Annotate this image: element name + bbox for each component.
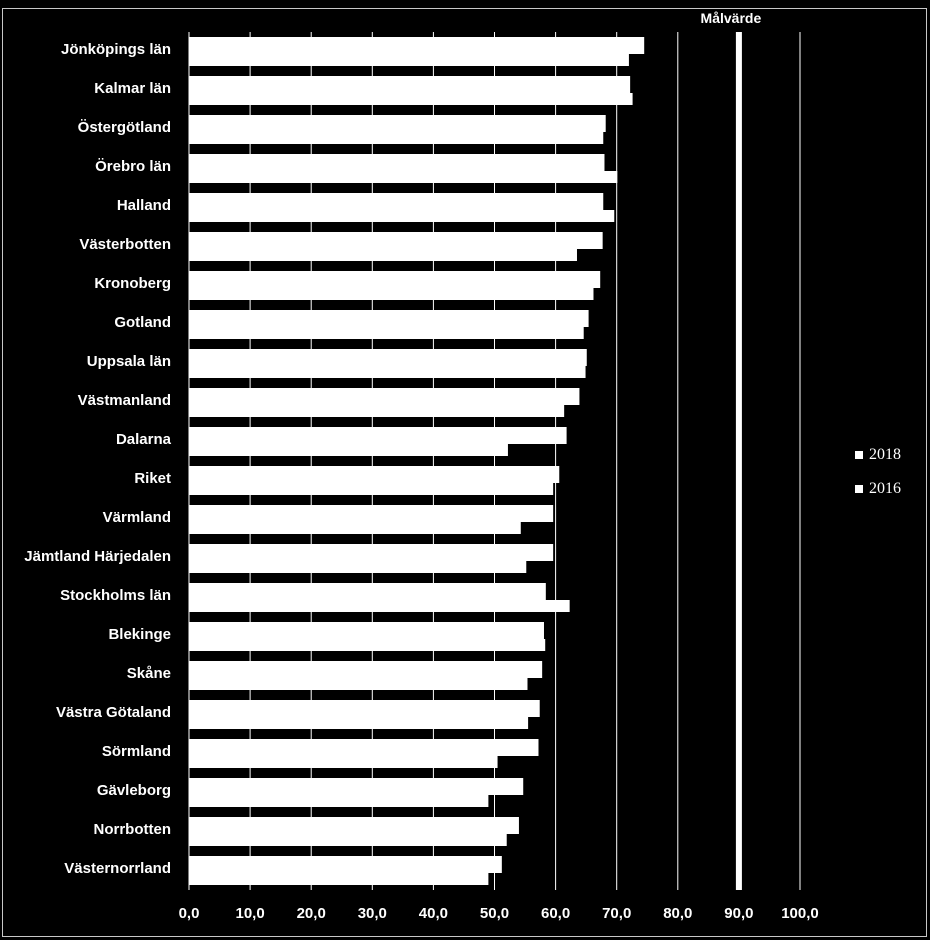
target-label: Målvärde [701,10,762,26]
category-label: Riket [134,470,171,487]
bar-2018 [189,37,645,54]
legend: 2018 2016 [855,446,901,514]
x-tick-label: 60,0 [541,905,570,922]
category-label: Kalmar län [94,80,171,97]
legend-label-2018: 2018 [869,446,901,463]
bar-2016 [189,873,489,885]
bar-2018 [189,817,519,834]
category-label: Uppsala län [87,353,171,370]
bar-2016 [189,54,629,66]
category-label: Värmland [103,509,171,526]
target-line [735,32,742,890]
category-label: Gävleborg [97,782,171,799]
category-label: Blekinge [108,626,171,643]
bar-2016 [189,405,565,417]
bar-2016 [189,561,527,573]
category-label: Skåne [127,665,171,682]
bar-2016 [189,795,489,807]
category-label: Norrbotten [94,821,172,838]
bar-2016 [189,444,508,456]
bar-2018 [189,154,605,171]
bar-2018 [189,622,544,639]
bar-2016 [189,717,529,729]
category-label: Jämtland Härjedalen [24,548,171,565]
bar-2018 [189,505,554,522]
legend-item-2016: 2016 [855,480,901,498]
category-label: Västerbotten [79,236,171,253]
bar-2018 [189,544,554,561]
category-label: Östergötland [78,119,171,136]
bar-2016 [189,522,521,534]
bar-2016 [189,288,594,300]
bar-2018 [189,661,543,678]
bar-2016 [189,600,570,612]
legend-label-2016: 2016 [869,480,901,497]
bar-2018 [189,232,603,249]
bar-2018 [189,466,560,483]
x-tick-label: 80,0 [663,905,692,922]
bar-2016 [189,834,507,846]
bar-2018 [189,700,540,717]
legend-item-2018: 2018 [855,446,901,464]
bar-2018 [189,778,524,795]
x-tick-label: 90,0 [724,905,753,922]
bar-2016 [189,366,586,378]
x-tick-label: 10,0 [235,905,264,922]
chart-frame [2,8,927,937]
bar-2018 [189,310,589,327]
category-label: Gotland [114,314,171,331]
bar-2018 [189,739,539,756]
category-label: Västernorrland [64,860,171,877]
category-label: Jönköpings län [61,41,171,58]
x-tick-label: 70,0 [602,905,631,922]
category-label: Sörmland [102,743,171,760]
x-tick-label: 40,0 [419,905,448,922]
bar-2016 [189,639,546,651]
x-tick-label: 50,0 [480,905,509,922]
bar-2016 [189,327,584,339]
category-label: Halland [117,197,171,214]
x-tick-label: 30,0 [358,905,387,922]
category-label: Kronoberg [94,275,171,292]
bar-2016 [189,171,618,183]
bar-2018 [189,388,580,405]
category-label: Västmanland [78,392,171,409]
bar-2018 [189,115,606,132]
x-tick-label: 0,0 [179,905,200,922]
category-label: Västra Götaland [56,704,171,721]
bar-2018 [189,856,502,873]
x-tick-label: 100,0 [781,905,819,922]
bar-2018 [189,76,631,93]
legend-swatch-2018 [855,451,863,459]
category-label: Stockholms län [60,587,171,604]
bar-2018 [189,193,604,210]
bar-2016 [189,132,604,144]
category-label: Dalarna [116,431,172,448]
bar-2016 [189,756,498,768]
legend-swatch-2016 [855,485,863,493]
bar-2018 [189,349,587,366]
category-label: Örebro län [95,158,171,175]
bar-2016 [189,678,528,690]
bar-2016 [189,483,554,495]
bar-2018 [189,427,567,444]
bar-2016 [189,210,615,222]
bar-2016 [189,249,577,261]
x-tick-label: 20,0 [297,905,326,922]
bar-2016 [189,93,633,105]
bar-2018 [189,583,546,600]
bar-2018 [189,271,601,288]
